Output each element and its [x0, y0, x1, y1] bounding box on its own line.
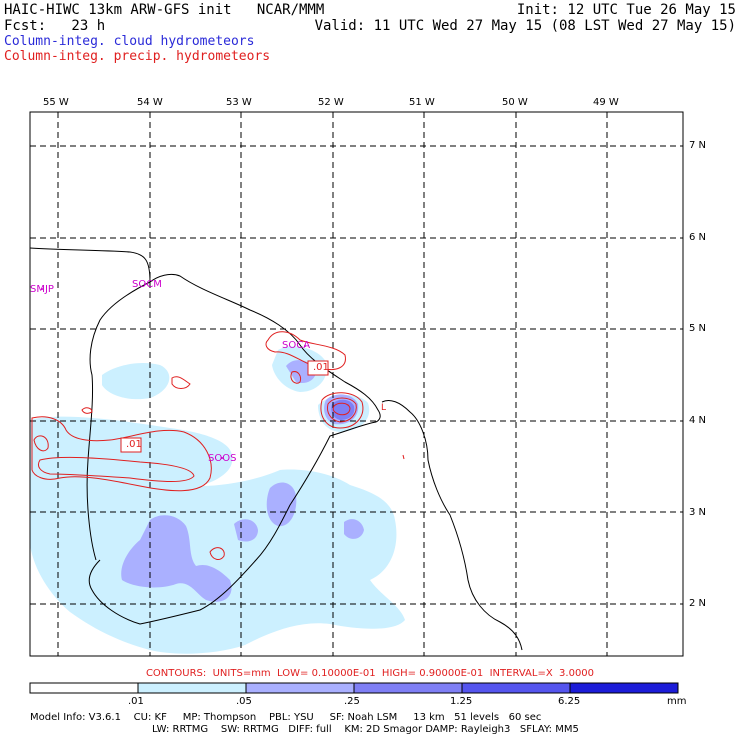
contour-value-label: .01 — [313, 362, 329, 373]
precip-contours — [31, 331, 405, 560]
valid-time: Valid: 11 UTC Wed 27 May 15 (08 LST Wed … — [314, 18, 736, 34]
lon-label-49w: 49 W — [593, 97, 619, 108]
model-info-line2: LW: RRTMG SW: RRTMG DIFF: full KM: 2D Sm… — [152, 724, 579, 735]
forecast-hour: Fcst: 23 h — [4, 18, 106, 34]
station-label-smjp: SMJP — [30, 284, 54, 295]
lon-label-53w: 53 W — [226, 97, 252, 108]
map-frame — [29, 111, 684, 657]
lat-label-2n: 2 N — [689, 598, 707, 609]
init-time: Init: 12 UTC Tue 26 May 15 — [516, 2, 736, 18]
colorbar-label: .05 — [236, 696, 252, 707]
lat-label-7n: 7 N — [689, 140, 707, 151]
colorbar-label: .25 — [344, 696, 360, 707]
colorbar-unit: mm — [667, 696, 687, 707]
coastline — [29, 247, 523, 651]
model-title: HAIC-HIWC 13km ARW-GFS init NCAR/MMM — [4, 2, 325, 18]
lat-label-4n: 4 N — [689, 415, 707, 426]
field-cloud-label: Column-integ. cloud hydrometeors — [4, 34, 255, 49]
lat-lon-grid — [30, 112, 683, 656]
lon-label-51w: 51 W — [409, 97, 435, 108]
contour-label-box — [120, 360, 329, 453]
lat-label-3n: 3 N — [689, 507, 707, 518]
contour-info: CONTOURS: UNITS=mm LOW= 0.10000E-01 HIGH… — [145, 668, 595, 679]
lon-label-55w: 55 W — [43, 97, 69, 108]
lon-label-52w: 52 W — [318, 97, 344, 108]
model-info-line1: Model Info: V3.6.1 CU: KF MP: Thompson P… — [30, 712, 542, 723]
cloud-field-dark — [331, 399, 355, 420]
station-label-soca: SOCA — [282, 340, 311, 351]
field-precip-label: Column-integ. precip. hydrometeors — [4, 49, 271, 64]
lon-label-50w: 50 W — [502, 97, 528, 108]
colorbar — [29, 682, 679, 694]
station-label-soos: SOOS — [208, 453, 237, 464]
lat-label-5n: 5 N — [689, 323, 707, 334]
contour-value-label: .01 — [126, 439, 142, 450]
lon-label-54w: 54 W — [137, 97, 163, 108]
station-label-socm: SOCM — [132, 279, 162, 290]
colorbar-label: .01 — [128, 696, 144, 707]
colorbar-label: 6.25 — [558, 696, 581, 707]
colorbar-label: 1.25 — [450, 696, 473, 707]
cloud-field-light — [30, 346, 405, 654]
lat-label-6n: 6 N — [689, 232, 707, 243]
low-marker: L — [381, 403, 387, 413]
station-markers — [41, 283, 306, 459]
